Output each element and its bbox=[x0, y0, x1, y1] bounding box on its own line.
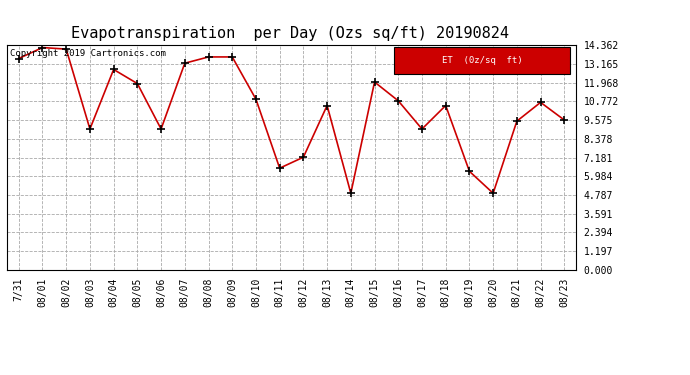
Text: Evapotranspiration  per Day (Ozs sq/ft) 20190824: Evapotranspiration per Day (Ozs sq/ft) 2… bbox=[71, 26, 509, 41]
FancyBboxPatch shape bbox=[394, 47, 571, 74]
Text: ET  (0z/sq  ft): ET (0z/sq ft) bbox=[442, 56, 522, 65]
Text: Copyright 2019 Cartronics.com: Copyright 2019 Cartronics.com bbox=[10, 50, 166, 58]
